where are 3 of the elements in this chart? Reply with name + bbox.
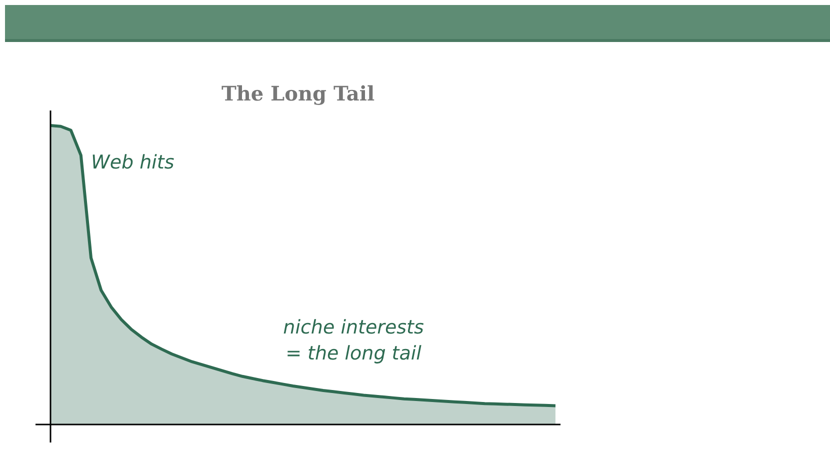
annotation: Web hits — [91, 151, 174, 174]
chart-title: The Long Tail — [221, 82, 375, 106]
annotation: niche interests = the long tail — [283, 316, 424, 365]
